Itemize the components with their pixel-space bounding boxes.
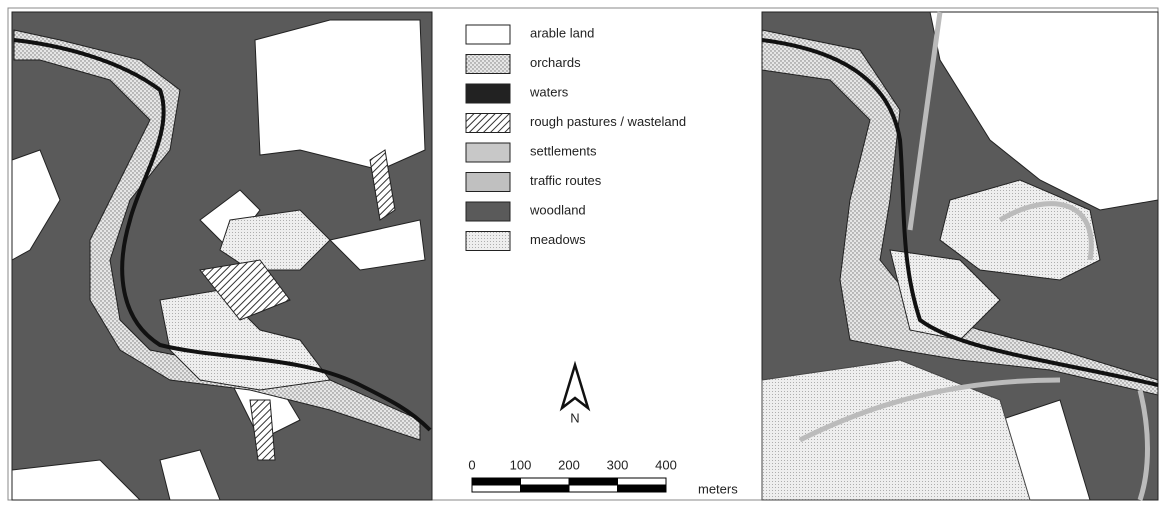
legend-label: traffic routes bbox=[530, 173, 602, 188]
legend-swatch bbox=[466, 25, 510, 44]
legend-swatch bbox=[466, 173, 510, 192]
legend-label: orchards bbox=[530, 55, 581, 70]
scale-segment bbox=[569, 485, 618, 492]
scale-segment bbox=[618, 478, 667, 485]
legend-swatch bbox=[466, 202, 510, 221]
scale-segment bbox=[521, 478, 570, 485]
legend-swatch bbox=[466, 232, 510, 251]
legend-swatch bbox=[466, 143, 510, 162]
legend-label: waters bbox=[529, 84, 569, 99]
legend-label: settlements bbox=[530, 143, 597, 158]
left-map bbox=[12, 12, 432, 500]
scale-segment bbox=[472, 485, 521, 492]
right-map bbox=[762, 12, 1158, 500]
scale-tick-label: 300 bbox=[607, 457, 629, 472]
legend-swatch bbox=[466, 84, 510, 103]
legend-label: arable land bbox=[530, 25, 594, 40]
scale-segment bbox=[618, 485, 667, 492]
scale-segment bbox=[472, 478, 521, 485]
scale-unit: meters bbox=[698, 481, 738, 496]
scale-segment bbox=[569, 478, 618, 485]
legend-label: meadows bbox=[530, 232, 586, 247]
north-label: N bbox=[570, 410, 579, 425]
legend-swatch bbox=[466, 114, 510, 133]
scale-tick-label: 200 bbox=[558, 457, 580, 472]
scale-tick-label: 0 bbox=[468, 457, 475, 472]
scale-tick-label: 400 bbox=[655, 457, 677, 472]
scale-tick-label: 100 bbox=[510, 457, 532, 472]
figure: arable land orchards waters rough pastures … bbox=[0, 0, 1162, 507]
legend-label: woodland bbox=[529, 202, 586, 217]
scale-segment bbox=[521, 485, 570, 492]
legend-label: rough pastures / wasteland bbox=[530, 114, 686, 129]
legend-swatch bbox=[466, 55, 510, 74]
